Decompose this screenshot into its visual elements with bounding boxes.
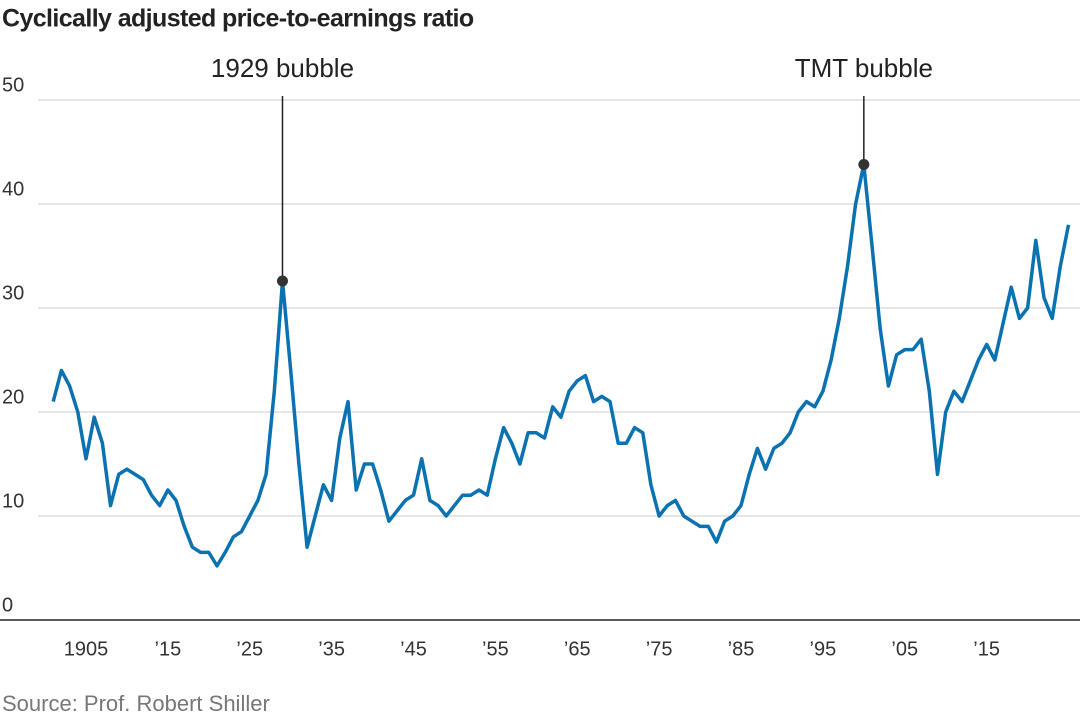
annotation-label: TMT bubble	[795, 53, 933, 83]
x-tick-label: ’95	[810, 638, 837, 660]
y-tick-label: 20	[2, 386, 24, 408]
chart-title: Cyclically adjusted price-to-earnings ra…	[2, 5, 474, 33]
annotation-label: 1929 bubble	[211, 53, 354, 83]
y-tick-label: 30	[2, 282, 24, 304]
y-tick-label: 50	[2, 74, 24, 96]
x-tick-label: ’45	[400, 638, 427, 660]
data-line	[51, 162, 1071, 568]
x-tick-label: ’55	[482, 638, 509, 660]
x-tick-label: ’25	[236, 638, 263, 660]
x-tick-label: 1905	[64, 638, 109, 660]
x-tick-label: ’65	[564, 638, 591, 660]
x-tick-label: ’05	[891, 638, 918, 660]
y-tick-label: 10	[2, 490, 24, 512]
y-tick-label: 0	[2, 594, 13, 616]
source: Source: Prof. Robert Shiller	[2, 691, 270, 716]
annotation-point	[858, 158, 870, 170]
x-tick-label: ’15	[973, 638, 1000, 660]
x-tick-label: ’75	[646, 638, 673, 660]
x-tick-label: ’15	[155, 638, 182, 660]
x-tick-label: ’35	[318, 638, 345, 660]
annotation-point	[276, 275, 288, 287]
x-tick-label: ’85	[728, 638, 755, 660]
y-tick-label: 40	[2, 178, 24, 200]
